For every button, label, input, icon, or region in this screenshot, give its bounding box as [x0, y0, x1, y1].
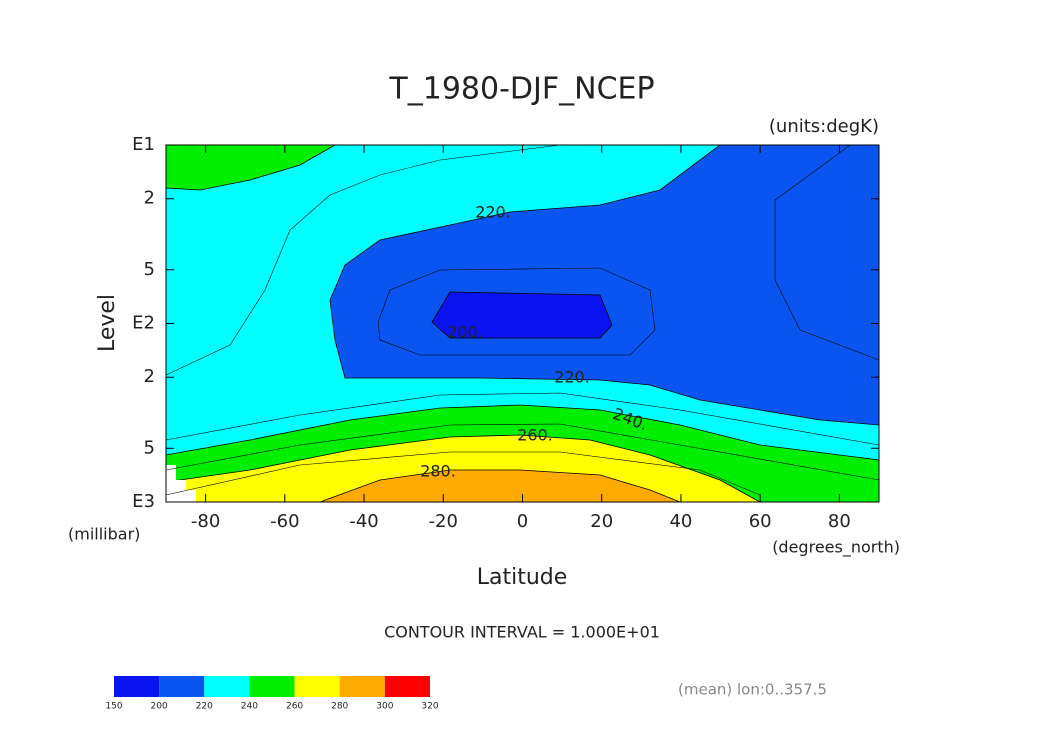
- colorbar-label: 220: [196, 702, 213, 712]
- contour-interval: CONTOUR INTERVAL = 1.000E+01: [384, 623, 660, 642]
- contour-band: [431, 291, 613, 339]
- y-tick-label: 5: [144, 437, 155, 458]
- plot-area: [165, 144, 880, 503]
- y-axis-label: Level: [95, 294, 120, 352]
- contour-line: [377, 267, 656, 356]
- x-tick-label: 20: [590, 511, 613, 532]
- x-axis-label: Latitude: [477, 565, 568, 590]
- contour-band: [319, 469, 681, 503]
- units: (units:degK): [769, 116, 879, 137]
- y-tick-label: E1: [132, 134, 155, 155]
- colorbar-label: 200: [151, 702, 168, 712]
- y-tick-label: E3: [132, 491, 155, 512]
- contour-label: 200.: [447, 323, 483, 342]
- x-unit: (degrees_north): [772, 538, 900, 558]
- x-tick-label: -40: [349, 511, 378, 532]
- contour-label: 220.: [554, 368, 590, 387]
- y-unit: (millibar): [68, 525, 140, 544]
- chart-title: T_1980-DJF_NCEP: [388, 72, 654, 107]
- colorbar-segment: [339, 676, 385, 697]
- x-tick-label: -20: [429, 511, 458, 532]
- contour-line: [165, 423, 880, 481]
- colorbar-segment: [159, 676, 205, 697]
- contour-label: 260.: [517, 426, 553, 445]
- x-tick-label: 40: [669, 511, 692, 532]
- contour-line: [774, 144, 880, 361]
- colorbar-label: 150: [105, 702, 122, 712]
- y-tick-label: 5: [144, 259, 155, 280]
- colorbar-segment: [114, 676, 160, 697]
- missing-data: [166, 465, 196, 502]
- y-tick-label: E2: [132, 313, 155, 334]
- colorbar-segment: [384, 676, 430, 697]
- x-tick-label: 60: [749, 511, 772, 532]
- colorbar-label: 300: [376, 702, 393, 712]
- colorbar-label: 260: [286, 702, 303, 712]
- contour-line: [165, 392, 880, 446]
- y-tick-label: 2: [144, 366, 155, 387]
- colorbar-label: 280: [331, 702, 348, 712]
- x-tick-label: -60: [270, 511, 299, 532]
- footnote: (mean) lon:0..357.5: [678, 681, 827, 699]
- colorbar-segment: [249, 676, 295, 697]
- x-tick-label: 80: [828, 511, 851, 532]
- colorbar-label: 240: [241, 702, 258, 712]
- colorbar-label: 320: [421, 702, 438, 712]
- contour-line: [165, 144, 561, 376]
- x-tick-label: -80: [191, 511, 220, 532]
- colorbar-segment: [294, 676, 340, 697]
- colorbar-segment: [204, 676, 250, 697]
- contour-line: [165, 451, 761, 496]
- contour-label: 220.: [475, 203, 511, 222]
- y-tick-label: 2: [144, 188, 155, 209]
- x-tick-label: 0: [517, 511, 528, 532]
- contour-label: 280.: [420, 462, 456, 481]
